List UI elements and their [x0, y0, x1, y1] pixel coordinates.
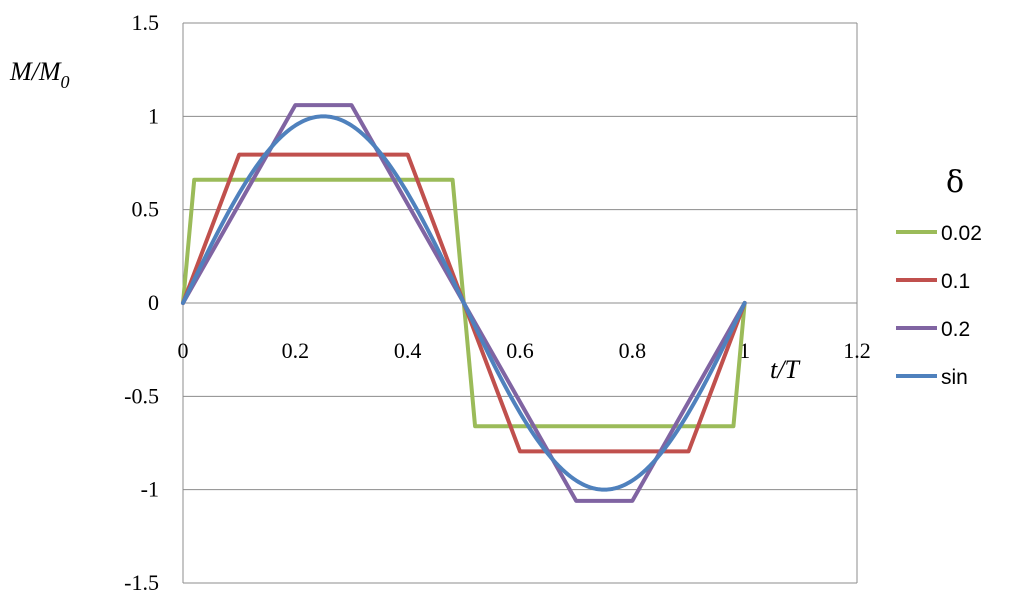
legend-label: 0.1	[941, 270, 970, 293]
y-tick-label: 1	[148, 103, 159, 128]
x-tick-label: 0.6	[506, 338, 534, 363]
legend-label: 0.2	[941, 318, 970, 341]
y-tick-label: 0	[148, 290, 159, 315]
grid-lines	[182, 22, 858, 584]
legend: δ 0.02 0.1 0.2 sin	[896, 165, 982, 389]
legend-label: 0.02	[941, 222, 982, 245]
x-tick-label: 1.2	[843, 338, 871, 363]
x-tick-label: 0.2	[282, 338, 310, 363]
y-tick-label: 1.5	[132, 10, 160, 35]
y-tick-label: -1.5	[124, 570, 159, 595]
x-axis-ticks: 0 0.2 0.4 0.6 0.8 1 1.2	[178, 338, 871, 363]
y-tick-label: -0.5	[124, 383, 159, 408]
y-tick-label: 0.5	[132, 197, 160, 222]
series-lines	[181, 103, 747, 503]
series-line-sin	[181, 114, 747, 492]
x-tick-label: 0	[178, 338, 189, 363]
legend-title: δ	[946, 165, 964, 200]
x-tick-label: 0.8	[619, 338, 647, 363]
y-tick-label: -1	[141, 477, 159, 502]
y-axis-title: M/M0	[9, 57, 70, 92]
x-tick-label: 1	[739, 338, 750, 363]
y-axis-ticks: 1.5 1 0.5 0 -0.5 -1 -1.5	[124, 10, 159, 595]
legend-label: sin	[941, 366, 968, 389]
x-axis-title: t/T	[770, 355, 800, 384]
x-tick-label: 0.4	[394, 338, 422, 363]
